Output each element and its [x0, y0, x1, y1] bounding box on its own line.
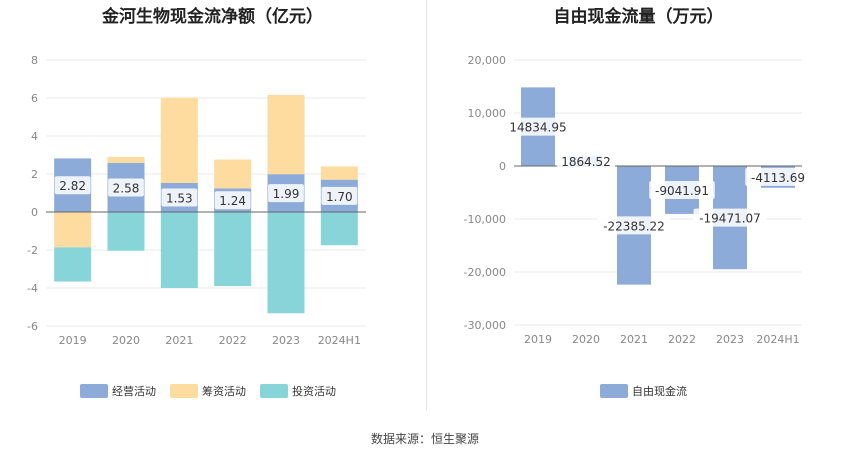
- x-tick-label: 2019: [524, 333, 552, 346]
- data-label: -22385.22: [603, 219, 665, 233]
- right-chart-title: 自由现金流量（万元）: [553, 7, 724, 27]
- data-source-note: 数据来源：恒生聚源: [370, 432, 479, 446]
- bar-筹资活动-2021: [160, 97, 198, 183]
- data-label-bg: [597, 216, 671, 235]
- data-label-bg: [505, 117, 571, 136]
- legend-item[interactable]: 自由现金流: [600, 383, 687, 399]
- x-tick-label: 2022: [219, 334, 247, 347]
- legend-label: 筹资活动: [202, 385, 246, 398]
- bar-筹资活动-2020: [107, 156, 145, 163]
- y-tick-label: -10,000: [464, 213, 506, 226]
- legend-item[interactable]: 经营活动: [80, 383, 156, 399]
- x-tick-label: 2024H1: [318, 334, 361, 347]
- x-tick-label: 2020: [572, 333, 600, 346]
- x-tick-label: 2024H1: [756, 333, 799, 346]
- legend-swatch: [80, 384, 108, 398]
- y-tick-label: -6: [27, 320, 38, 333]
- data-label-bg: [321, 186, 358, 205]
- data-label-bg: [108, 178, 144, 197]
- bar-投资活动-2023: [267, 212, 305, 314]
- y-tick-label: 20,000: [468, 54, 507, 67]
- left-legend: 经营活动 筹资活动 投资活动: [80, 383, 336, 399]
- x-tick-label: 2021: [620, 333, 648, 346]
- y-tick-label: -30,000: [464, 319, 506, 332]
- legend-swatch: [600, 384, 628, 398]
- y-tick-label: 10,000: [468, 107, 507, 120]
- y-tick-label: -4: [27, 282, 38, 295]
- y-tick-label: 6: [31, 92, 38, 105]
- y-tick-label: 0: [31, 206, 38, 219]
- data-label-bg: [649, 180, 715, 199]
- right-legend: 自由现金流: [600, 383, 687, 399]
- data-label-bg: [54, 176, 91, 195]
- data-label-bg: [161, 188, 198, 207]
- data-label-bg: [214, 191, 251, 210]
- x-tick-label: 2022: [668, 333, 696, 346]
- bar-投资活动-2024H1: [320, 212, 358, 246]
- y-tick-label: 0: [499, 160, 506, 173]
- y-tick-label: 4: [31, 130, 38, 143]
- data-label: -9041.91: [655, 184, 709, 198]
- data-label: -19471.07: [699, 212, 761, 226]
- data-label: 2.82: [59, 179, 86, 193]
- y-tick-label: 8: [31, 54, 38, 67]
- legend-label: 投资活动: [292, 385, 336, 398]
- legend-item[interactable]: 投资活动: [260, 383, 336, 399]
- bar-筹资活动-2024H1: [320, 166, 358, 180]
- data-label-bg: [745, 167, 811, 186]
- legend-item[interactable]: 筹资活动: [170, 383, 246, 399]
- bar-投资活动-2022: [214, 212, 252, 287]
- free-cashflow-chart: -30,000 -20,000 -10,000 0 10,000 20,000 2019 20…: [464, 54, 811, 346]
- legend-label: 自由现金流: [632, 385, 687, 398]
- data-label: 1.70: [326, 190, 353, 204]
- y-tick-label: -2: [27, 244, 38, 257]
- cashflow-net-chart: -6 -4 -2 0 2 4 6 8 2019 2020 2021 2022 2023 2024H1 2.8…: [27, 54, 366, 347]
- x-tick-label: 2021: [165, 334, 193, 347]
- data-label-bg: [268, 184, 304, 203]
- legend-swatch: [170, 384, 198, 398]
- bar-投资活动-2020: [107, 212, 145, 251]
- data-label-bg: [556, 152, 616, 171]
- y-tick-label: -20,000: [464, 266, 506, 279]
- x-tick-label: 2023: [716, 333, 744, 346]
- legend-label: 经营活动: [112, 385, 156, 398]
- data-label: 1.24: [219, 194, 246, 208]
- left-chart-title: 金河生物现金流净额（亿元）: [102, 7, 323, 27]
- data-label: 2.58: [113, 181, 140, 195]
- chart-divider: [426, 0, 427, 410]
- bar-投资活动-2021: [160, 212, 198, 288]
- legend-swatch: [260, 384, 288, 398]
- bar-筹资活动-2022: [214, 159, 252, 189]
- x-tick-label: 2020: [112, 334, 140, 347]
- bar-筹资活动-2023: [267, 94, 305, 175]
- x-tick-label: 2019: [59, 334, 87, 347]
- data-label: 1864.52: [561, 155, 611, 169]
- data-label: 1.53: [166, 191, 193, 205]
- bar-投资活动-2019: [54, 247, 92, 282]
- data-label: 14834.95: [509, 121, 566, 135]
- y-tick-label: 2: [31, 168, 38, 181]
- data-label: -4113.69: [751, 171, 805, 185]
- x-tick-label: 2023: [272, 334, 300, 347]
- bar-筹资活动-2019: [54, 212, 92, 248]
- data-label: 1.99: [273, 187, 300, 201]
- bars-group: [54, 94, 358, 314]
- data-label-bg: [693, 208, 767, 227]
